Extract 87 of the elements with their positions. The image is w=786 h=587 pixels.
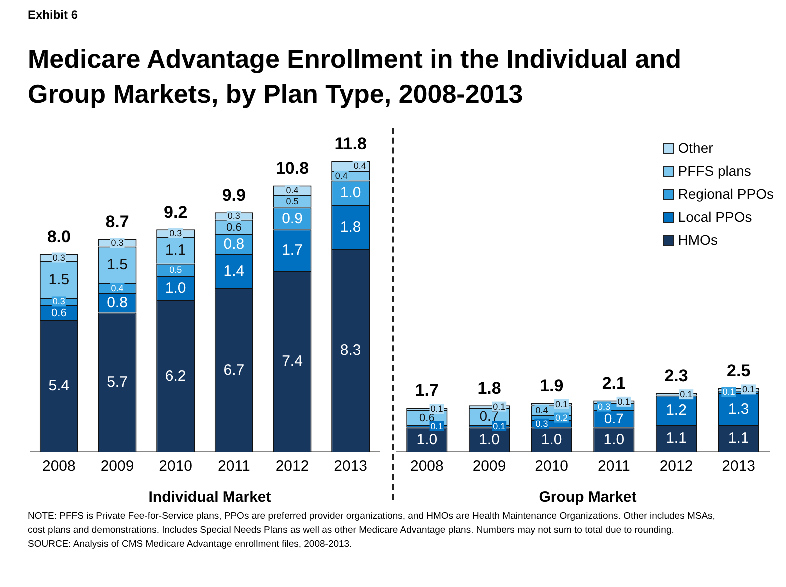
data-label: 7.4 [282,353,303,370]
data-label: 0.7 [604,410,624,426]
legend-label: HMOs [678,232,718,248]
data-label: 1.3 [728,400,750,418]
total-label: 10.8 [276,158,310,178]
data-label: 0.9 [282,210,303,228]
data-label: 0.2 [555,412,568,423]
data-label: 0.1 [742,384,755,395]
data-label: 1.5 [107,256,128,274]
data-label: 6.2 [165,368,186,385]
data-label: 1.0 [165,280,186,297]
x-tick-label: 2012 [660,458,694,476]
data-label: 1.1 [165,242,186,260]
total-label: 1.8 [478,378,502,398]
data-label: 0.4 [536,405,548,416]
data-label: 0.1 [722,387,736,398]
x-tick-label: 2009 [100,458,134,476]
data-label: 1.0 [604,431,625,448]
total-label: 2.5 [727,362,751,381]
data-label: 0.3 [111,238,124,248]
data-label: 1.1 [728,430,750,448]
data-label: 0.1 [618,396,630,407]
x-tick-label: 2013 [722,458,756,476]
data-label: 1.1 [666,430,687,448]
data-label: 0.3 [170,228,182,238]
x-tick-label: 2010 [159,458,193,476]
x-tick-label: 2012 [276,458,310,476]
total-label: 8.7 [106,212,130,232]
data-label: 1.0 [479,431,500,448]
data-label: 8.3 [340,342,362,360]
data-label: 0.3 [598,402,611,412]
data-label: 5.7 [107,374,128,392]
legend-label: Regional PPOs [678,186,774,202]
data-label: 0.5 [170,264,182,275]
data-label: 1.8 [340,218,362,236]
legend-label: Local PPOs [678,209,752,225]
total-label: 11.8 [334,134,367,154]
x-tick-label: 2010 [535,458,569,476]
data-label: 0.4 [286,186,299,196]
total-label: 9.9 [222,186,246,205]
data-label: 0.8 [224,236,245,253]
data-label: 0.4 [335,170,348,181]
data-label: 0.1 [493,421,506,432]
total-label: 2.3 [664,366,688,386]
data-label: 0.6 [52,307,67,320]
text: NOTE: PFFS is Private Fee-for-Service plans, PPOs are preferred provider organizations, and HMOs are Health Maintenance Organizations. Other includes MSAs, cost plans and demonstrations. Includes Special Needs Plans as well as other Medicare Advantage plans. Numbers may not sum to total due to rounding. [28,510,716,538]
data-label: 1.5 [48,271,70,288]
x-tick-label: 2009 [472,458,506,476]
x-tick-label: 2013 [334,458,368,476]
chart-title: Medicare Advantage Enrollment in the Individual and Group Markets, by Plan Type, 2008-2013 [28,43,682,111]
data-label: 1.7 [282,242,303,260]
x-axis-title: Group Market [538,489,638,506]
x-axis-title: Individual Market [148,489,272,506]
legend-label: Other [678,140,714,156]
total-label: 9.2 [164,202,188,222]
data-label: 0.4 [111,283,124,294]
legend-label: PFFS plans [678,163,752,179]
data-label: 0.1 [430,421,444,432]
total-label: 1.7 [415,381,439,400]
total-label: 2.1 [602,374,626,393]
x-tick-label: 2008 [42,458,76,476]
data-label: 0.5 [286,196,299,207]
total-label: 8.0 [47,227,71,246]
x-tick-label: 2011 [218,458,250,476]
data-label: 0.1 [430,404,444,414]
data-label: 6.7 [224,362,245,379]
data-label: 0.4 [354,161,366,172]
data-label: 0.3 [228,211,240,222]
data-label: 0.1 [493,402,506,412]
data-label: 1.0 [340,184,362,202]
data-label: 1.4 [224,262,245,280]
data-label: 1.2 [666,402,687,420]
source-note: SOURCE: Analysis of CMS Medicare Advantage enrollment files, 2008-2013. [28,538,354,552]
data-label: 1.0 [416,431,438,448]
data-label: 5.4 [48,378,70,395]
text: Exhibit 6 [28,8,78,22]
data-label: 0.3 [536,418,548,429]
x-tick-label: 2008 [410,458,444,476]
x-tick-label: 2011 [598,458,630,476]
data-label: 0.3 [52,296,66,307]
data-label: 1.0 [541,431,562,448]
data-label: 0.3 [52,252,66,263]
data-label: 0.1 [555,399,568,410]
data-label: 0.8 [107,294,128,312]
total-label: 1.9 [540,376,564,396]
data-label: 0.1 [680,390,693,400]
data-label: 0.6 [226,222,242,234]
